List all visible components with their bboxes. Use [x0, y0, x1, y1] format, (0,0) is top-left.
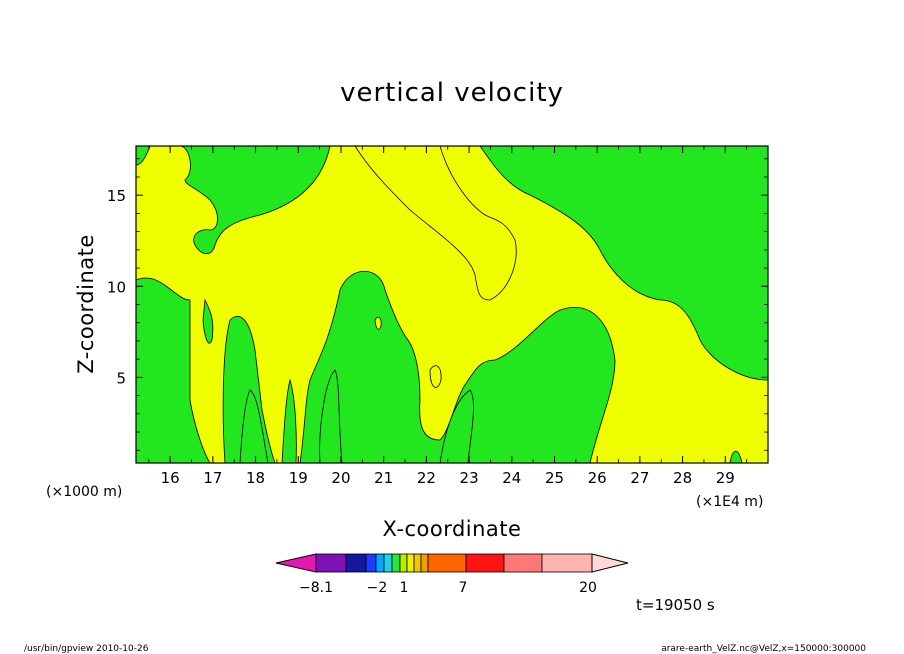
colorbar-swatch	[541, 553, 593, 573]
x-tick-label: 18	[246, 469, 265, 487]
x-tick-label: 20	[331, 469, 350, 487]
colorbar-label: 7	[459, 580, 468, 596]
colorbar-label: −8.1	[299, 580, 333, 596]
x-tick-label: 19	[289, 469, 308, 487]
y-axis-label: Z-coordinate	[74, 234, 98, 374]
x-tick-label: 23	[460, 469, 479, 487]
x-tick-label: 27	[630, 469, 649, 487]
colorbar-swatch	[399, 553, 408, 573]
x-tick-label: 21	[374, 469, 393, 487]
x-axis-ticks: 16 17 18 19 20 21 22 23 24 25 26 27 28 29	[148, 146, 748, 487]
time-label: t=19050 s	[636, 596, 715, 614]
x-unit-right: (×1E4 m)	[696, 494, 763, 510]
contour-region-positive	[136, 146, 768, 463]
y-tick-label: 10	[107, 278, 126, 296]
contour-cell-4	[319, 369, 343, 463]
colorbar-swatch	[427, 553, 467, 573]
x-tick-label: 17	[203, 469, 222, 487]
footer-right: arare-earth_VelZ.nc@VelZ,x=150000:300000	[661, 644, 866, 654]
colorbar-arrow-left	[275, 553, 317, 573]
y-tick-label: 15	[107, 187, 126, 205]
contour-cell-1	[239, 389, 269, 463]
x-tick-label: 22	[417, 469, 436, 487]
x-unit-left: (×1000 m)	[46, 484, 122, 500]
colorbar-swatch	[375, 553, 385, 573]
footer-left: /usr/bin/gpview 2010-10-26	[24, 644, 149, 654]
colorbar-swatch	[391, 553, 401, 573]
contour-cell-6	[374, 316, 382, 330]
colorbar-label: 20	[579, 580, 597, 596]
y-tick-label: 5	[116, 369, 126, 387]
colorbar-swatch	[420, 553, 429, 573]
colorbar-swatch	[465, 553, 505, 573]
contour-cell-3	[202, 298, 214, 344]
x-tick-label: 16	[161, 469, 180, 487]
x-tick-label: 29	[716, 469, 735, 487]
colorbar-arrow-right	[591, 553, 629, 573]
colorbar-label: 1	[400, 580, 409, 596]
contour-cell-7	[429, 365, 442, 388]
colorbar-swatch	[406, 553, 415, 573]
contour-cell-2	[281, 378, 297, 463]
x-tick-label: 26	[588, 469, 607, 487]
contour-field	[136, 146, 768, 463]
colorbar-swatch	[345, 553, 367, 573]
colorbar-swatch	[365, 553, 377, 573]
colorbar-swatch	[413, 553, 422, 573]
x-tick-label: 25	[545, 469, 564, 487]
x-axis-label: X-coordinate	[383, 517, 522, 541]
colorbar-swatch	[503, 553, 543, 573]
colorbar	[275, 553, 629, 573]
x-tick-label: 24	[502, 469, 521, 487]
y-axis-ticks: 5 10 15	[107, 158, 768, 451]
colorbar-swatch	[315, 553, 347, 573]
colorbar-swatch	[383, 553, 393, 573]
colorbar-labels: −8.1 −2 1 7 20	[299, 580, 597, 596]
chart-title: vertical velocity	[340, 78, 564, 108]
colorbar-label: −2	[367, 580, 388, 596]
x-tick-label: 28	[673, 469, 692, 487]
contour-cell-5	[439, 389, 474, 463]
